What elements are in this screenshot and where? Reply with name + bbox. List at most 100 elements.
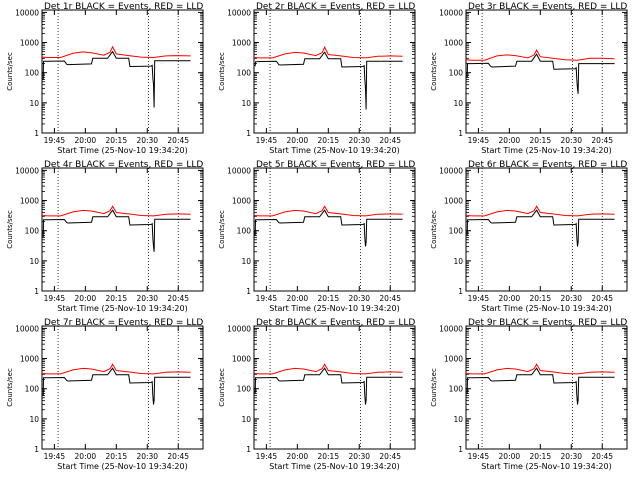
y-tick-label: 10: [29, 415, 39, 424]
panel-1: Det 1r BLACK = Events, RED = LLD 1 10 100 10…: [6, 2, 204, 155]
y-tick-label: 1: [458, 445, 463, 454]
y-tick-label: 1000: [444, 197, 463, 206]
series-events-line: [466, 53, 615, 94]
y-tick-label: 1000: [20, 355, 39, 364]
y-axis-label: Counts/sec: [430, 210, 438, 249]
y-tick-label: 1000: [20, 197, 39, 206]
x-tick-label: 20:45: [591, 136, 613, 145]
panel-7: Det 7r BLACK = Events, RED = LLD 1 10 100 10…: [6, 318, 204, 471]
panel-5: Det 5r BLACK = Events, RED = LLD 1 10 100 10…: [218, 160, 416, 313]
panel-title: Det 6r BLACK = Events, RED = LLD: [468, 160, 627, 170]
plot-frame: [253, 167, 416, 292]
y-tick-label: 100: [25, 385, 40, 394]
x-tick-label: 19:45: [468, 452, 490, 461]
x-tick-label: 20:30: [560, 452, 582, 461]
y-tick-label: 10000: [439, 166, 463, 175]
y-tick-label: 10: [453, 99, 463, 108]
series-events-line: [253, 51, 403, 110]
x-tick-label: 20:45: [167, 136, 189, 145]
x-tick-label: 20:15: [105, 136, 127, 145]
x-tick-label: 20:45: [167, 452, 189, 461]
x-tick-label: 20:15: [529, 136, 551, 145]
y-tick-label: 100: [449, 385, 464, 394]
y-tick-label: 10000: [227, 166, 251, 175]
y-tick-label: 100: [25, 69, 40, 78]
x-axis-label: Start Time (25-Nov-10 19:34:20): [57, 462, 187, 471]
panel-title: Det 2r BLACK = Events, RED = LLD: [256, 2, 415, 12]
x-tick-label: 19:45: [256, 136, 278, 145]
series-events-line: [42, 209, 191, 252]
series-events-line: [254, 209, 403, 247]
series-events-line: [466, 367, 615, 405]
x-tick-label: 20:15: [529, 452, 551, 461]
y-tick-label: 100: [25, 227, 40, 236]
x-tick-label: 20:00: [499, 136, 521, 145]
x-tick-label: 19:45: [468, 294, 490, 303]
plot-frame: [465, 167, 628, 292]
y-tick-label: 1: [246, 287, 251, 296]
y-tick-label: 10: [29, 257, 39, 266]
panel-title: Det 4r BLACK = Events, RED = LLD: [44, 160, 203, 170]
series-lld-line: [465, 49, 615, 61]
panel-title: Det 3r BLACK = Events, RED = LLD: [468, 2, 627, 12]
x-tick-label: 19:45: [468, 136, 490, 145]
x-tick-label: 20:45: [379, 136, 401, 145]
y-tick-label: 1: [458, 287, 463, 296]
y-tick-label: 100: [237, 385, 252, 394]
panel-9: Det 9r BLACK = Events, RED = LLD 1 10 100 10…: [430, 318, 628, 471]
x-tick-label: 20:30: [560, 136, 582, 145]
x-tick-label: 20:15: [317, 294, 339, 303]
series-events-line: [42, 367, 191, 405]
series-lld-line: [253, 363, 403, 375]
x-tick-label: 20:30: [136, 136, 158, 145]
y-tick-label: 100: [237, 69, 252, 78]
x-tick-label: 20:00: [499, 452, 521, 461]
plot-frame: [465, 9, 628, 134]
series-lld-line: [253, 46, 403, 59]
plot-frame: [41, 325, 204, 450]
x-tick-label: 19:45: [256, 452, 278, 461]
series-events-line: [466, 209, 615, 247]
x-tick-label: 20:45: [379, 294, 401, 303]
y-tick-label: 10000: [15, 8, 39, 17]
x-axis-label: Start Time (25-Nov-10 19:34:20): [481, 462, 611, 471]
panel-6: Det 6r BLACK = Events, RED = LLD 1 10 100 10…: [430, 160, 628, 313]
y-axis-label: Counts/sec: [6, 52, 14, 91]
x-tick-label: 20:30: [348, 294, 370, 303]
x-tick-label: 20:00: [287, 294, 309, 303]
y-tick-label: 10: [241, 257, 251, 266]
x-axis-label: Start Time (25-Nov-10 19:34:20): [481, 304, 611, 313]
x-tick-label: 20:00: [499, 294, 521, 303]
x-tick-label: 20:30: [348, 452, 370, 461]
y-axis-label: Counts/sec: [218, 52, 226, 91]
y-tick-label: 10: [453, 257, 463, 266]
panel-title: Det 9r BLACK = Events, RED = LLD: [468, 318, 627, 328]
x-axis-label: Start Time (25-Nov-10 19:34:20): [481, 146, 611, 155]
x-tick-label: 20:45: [379, 452, 401, 461]
x-tick-label: 20:00: [75, 452, 97, 461]
x-tick-label: 20:00: [75, 136, 97, 145]
x-tick-label: 19:45: [256, 294, 278, 303]
y-axis-label: Counts/sec: [218, 210, 226, 249]
y-tick-label: 10: [453, 415, 463, 424]
x-tick-label: 20:45: [591, 294, 613, 303]
y-tick-label: 1000: [232, 197, 251, 206]
x-tick-label: 20:30: [560, 294, 582, 303]
y-axis-label: Counts/sec: [430, 368, 438, 407]
plot-frame: [253, 9, 416, 134]
y-tick-label: 10000: [15, 324, 39, 333]
y-tick-label: 1: [246, 129, 251, 138]
y-tick-label: 100: [449, 227, 464, 236]
x-tick-label: 20:45: [591, 452, 613, 461]
y-tick-label: 10: [29, 99, 39, 108]
panel-title: Det 5r BLACK = Events, RED = LLD: [256, 160, 415, 170]
y-tick-label: 100: [449, 69, 464, 78]
y-tick-label: 1: [34, 129, 39, 138]
x-axis-label: Start Time (25-Nov-10 19:34:20): [269, 304, 399, 313]
y-tick-label: 10: [241, 99, 251, 108]
y-axis-label: Counts/sec: [6, 210, 14, 249]
plot-frame: [253, 325, 416, 450]
series-lld-line: [41, 205, 191, 217]
x-tick-label: 19:45: [44, 294, 66, 303]
y-tick-label: 10000: [15, 166, 39, 175]
